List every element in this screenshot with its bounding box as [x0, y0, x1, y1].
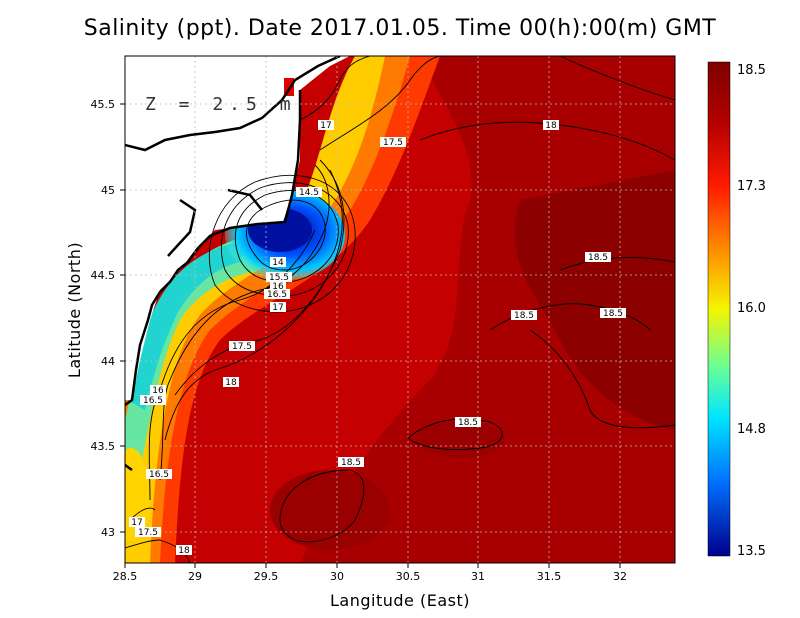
x-tick-label: 30: [330, 570, 344, 583]
contour-label: 17.5: [232, 342, 252, 352]
y-tick-label: 45.5: [91, 98, 116, 111]
y-tick-label: 44.5: [91, 269, 116, 282]
land-mass: [125, 56, 350, 400]
colorbar-scale: [707, 61, 731, 557]
x-axis-label: Langitude (East): [330, 591, 470, 610]
contour-label: 16.5: [143, 396, 163, 406]
plot-frame: [124, 55, 676, 564]
y-axis-label: Latitude (North): [65, 242, 84, 378]
contour-label: 18: [178, 546, 190, 556]
map-title: Salinity (ppt). Date 2017.01.05. Time 00…: [83, 16, 717, 41]
contour-label: 18.5: [458, 418, 478, 428]
x-tick-label: 29.5: [254, 570, 279, 583]
contour-label: 18: [225, 378, 237, 388]
contour-label: 18.5: [514, 311, 534, 321]
colorbar-tick-label: 18.5: [737, 63, 766, 78]
contour-label-layer: 17 17.5 18 14.5 14 15.5 16 16.5 17 17.5 …: [129, 120, 626, 556]
colorbar: 18.5 17.3 16.0 14.8 13.5: [707, 61, 766, 559]
y-tick-label: 43.5: [91, 440, 116, 453]
contour-label: 18: [545, 121, 557, 131]
y-axis: 43 43.5 44 44.5 45 45.5 Latitude (North): [65, 98, 125, 539]
x-tick-label: 28.5: [113, 570, 138, 583]
contour-label: 18.5: [341, 458, 361, 468]
colorbar-tick-label: 14.8: [737, 422, 766, 437]
graticule: [125, 56, 675, 563]
x-tick-label: 29: [188, 570, 202, 583]
contour-label: 16: [152, 386, 164, 396]
contour-label: 18.5: [588, 253, 608, 263]
map-plot: 17 17.5 18 14.5 14 15.5 16 16.5 17 17.5 …: [125, 56, 675, 563]
x-axis: 28.5 29 29.5 30 30.5 31 31.5 32 Langitud…: [113, 563, 627, 610]
x-tick-label: 31.5: [537, 570, 562, 583]
contour-label: 16.5: [149, 470, 169, 480]
contour-label: 17.5: [138, 528, 158, 538]
colorbar-tick-label: 13.5: [737, 544, 766, 559]
contour-label: 17: [272, 303, 283, 313]
high-salinity-zone: [300, 56, 675, 563]
x-tick-label: 30.5: [396, 570, 421, 583]
contour-label: 18.5: [603, 309, 623, 319]
contour-label: 16: [272, 282, 284, 292]
y-tick-label: 45: [101, 184, 115, 197]
y-tick-label: 44: [101, 355, 115, 368]
contour-label: 17: [131, 518, 142, 528]
contour-label: 17.5: [383, 138, 403, 148]
contour-label: 15.5: [269, 273, 289, 283]
depth-label: Z = 2.5 m: [145, 94, 297, 115]
y-tick-label: 43: [101, 526, 115, 539]
contour-label: 16.5: [267, 290, 287, 300]
contour-label: 14: [272, 258, 284, 268]
coastline: [125, 56, 341, 472]
colorbar-tick-label: 16.0: [737, 301, 766, 316]
contour-label: 14.5: [299, 188, 319, 198]
colorbar-tick-label: 17.3: [737, 179, 766, 194]
x-tick-label: 32: [613, 570, 627, 583]
contour-label: 17: [320, 121, 331, 131]
x-tick-label: 31: [471, 570, 485, 583]
